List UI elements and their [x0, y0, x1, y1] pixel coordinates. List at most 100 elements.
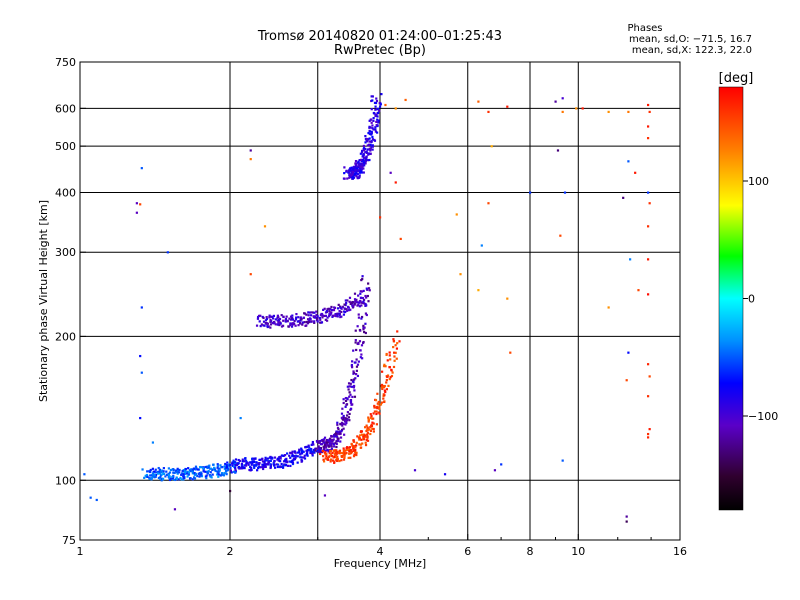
data-point — [182, 475, 185, 478]
data-point — [351, 170, 355, 173]
data-point — [300, 456, 303, 459]
data-point — [347, 388, 350, 391]
data-point — [162, 472, 165, 475]
data-point — [302, 456, 305, 459]
data-point — [304, 445, 308, 449]
data-point — [148, 470, 152, 473]
data-point — [394, 344, 397, 347]
data-point — [318, 447, 321, 450]
data-point — [270, 456, 273, 459]
data-point — [307, 314, 310, 317]
data-point — [300, 460, 303, 463]
data-point — [216, 466, 219, 469]
data-point — [354, 166, 357, 169]
data-point — [355, 365, 359, 368]
data-point — [352, 304, 355, 307]
y-tick-label: 400 — [55, 186, 76, 199]
data-point — [392, 338, 395, 341]
data-point — [328, 315, 331, 318]
data-point — [182, 473, 185, 476]
data-point — [323, 314, 326, 318]
data-point — [352, 168, 355, 172]
data-point — [394, 107, 397, 110]
data-point — [234, 466, 237, 470]
data-point — [368, 147, 371, 150]
data-point — [200, 474, 203, 477]
data-point — [378, 407, 381, 410]
data-point — [239, 416, 242, 420]
data-point — [233, 462, 237, 465]
data-point — [627, 351, 630, 354]
data-point — [337, 312, 340, 315]
data-point — [357, 313, 360, 316]
data-point — [361, 442, 364, 445]
data-point — [356, 363, 360, 366]
data-point — [262, 320, 266, 323]
data-point — [324, 314, 328, 317]
data-point — [372, 430, 376, 433]
data-point — [500, 463, 503, 466]
data-point — [348, 452, 351, 455]
data-point — [154, 474, 158, 477]
data-point — [176, 471, 179, 474]
data-point — [284, 319, 287, 322]
data-point — [394, 351, 397, 354]
data-point — [327, 458, 330, 461]
data-point — [371, 138, 374, 141]
data-point — [234, 464, 237, 467]
data-point — [380, 383, 384, 387]
data-point — [336, 432, 339, 435]
data-point — [294, 451, 297, 454]
data-point — [352, 384, 356, 388]
data-point — [300, 452, 304, 455]
data-point — [362, 324, 365, 327]
data-point — [361, 162, 364, 165]
data-point — [251, 457, 254, 460]
data-point — [191, 470, 194, 473]
data-point — [226, 464, 229, 467]
data-point — [273, 456, 277, 459]
data-point — [386, 375, 389, 378]
data-point — [335, 314, 338, 317]
data-point — [277, 316, 280, 319]
data-point — [338, 459, 341, 463]
data-point — [189, 470, 192, 473]
data-point — [342, 398, 345, 401]
data-point — [349, 167, 352, 170]
data-point — [178, 471, 181, 474]
data-point — [281, 324, 285, 327]
data-point — [279, 457, 282, 460]
data-point — [326, 456, 329, 460]
data-point — [255, 464, 258, 467]
data-point — [356, 168, 359, 172]
data-point — [388, 377, 391, 381]
data-point — [360, 165, 363, 169]
data-point — [340, 315, 343, 318]
data-point — [348, 450, 351, 453]
data-point — [340, 423, 343, 426]
data-point — [369, 130, 372, 133]
data-point — [167, 472, 170, 475]
data-point — [323, 436, 327, 439]
data-point — [378, 406, 381, 409]
data-point — [296, 455, 299, 458]
data-point — [648, 202, 651, 205]
data-point — [177, 478, 180, 481]
data-point — [388, 354, 391, 357]
data-point — [364, 312, 368, 315]
data-point — [303, 454, 306, 457]
data-point — [220, 466, 223, 469]
data-point — [377, 403, 380, 406]
data-point — [335, 458, 338, 461]
data-point — [385, 378, 388, 382]
data-point — [200, 472, 203, 476]
data-point — [392, 345, 395, 349]
data-point — [559, 234, 562, 237]
data-point — [284, 320, 287, 323]
data-point — [459, 273, 462, 276]
data-point — [162, 478, 165, 481]
data-point — [282, 319, 285, 322]
data-point — [353, 303, 356, 306]
data-point — [330, 308, 334, 312]
data-point — [355, 358, 358, 361]
